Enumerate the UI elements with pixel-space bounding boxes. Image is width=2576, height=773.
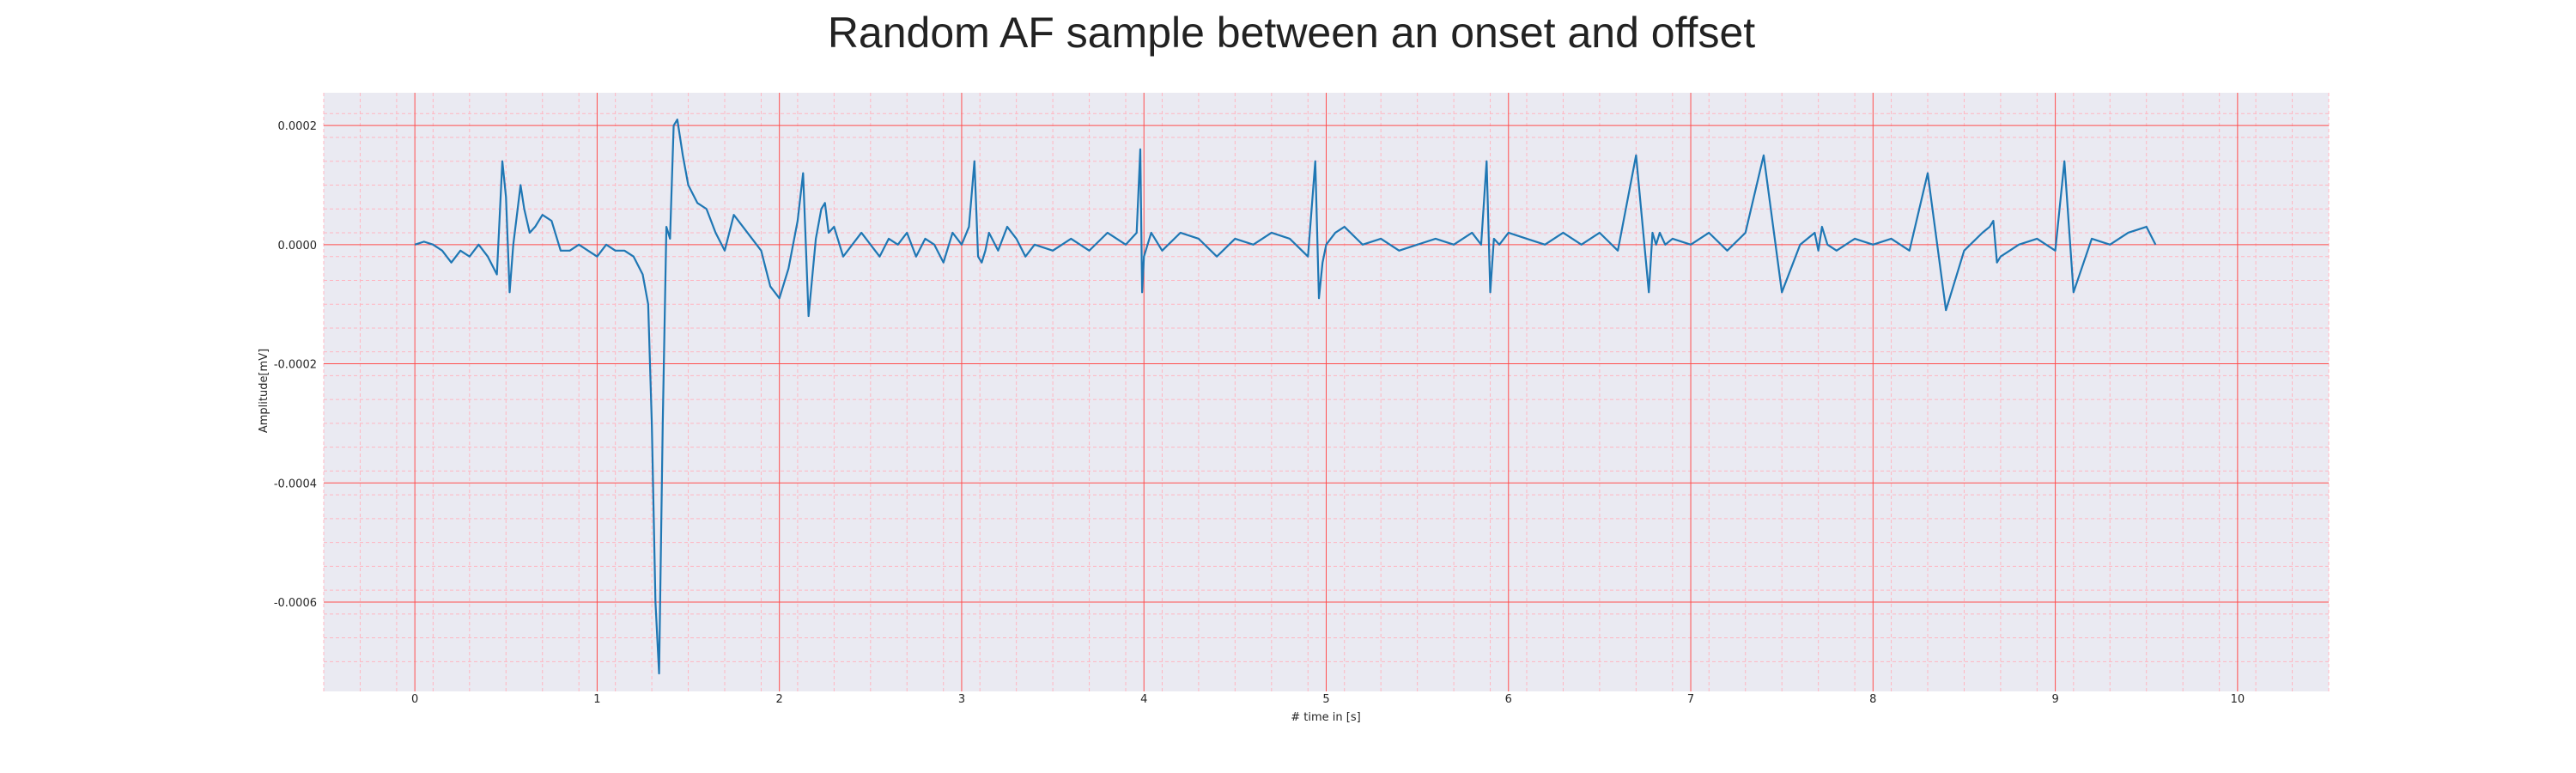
x-tick-label: 0	[411, 693, 418, 706]
y-axis-label: Amplitude[mV]	[258, 349, 270, 433]
x-tick-label: 3	[958, 693, 965, 706]
x-tick-label: 10	[2231, 693, 2245, 706]
y-tick-label: -0.0006	[274, 597, 317, 610]
chart-title: Random AF sample between an onset and of…	[828, 9, 1755, 57]
x-tick-labels: 0 1 2 3 4 5 6 7 8 9 10	[411, 693, 2245, 706]
x-tick-label: 7	[1687, 693, 1694, 706]
x-tick-label: 4	[1140, 693, 1147, 706]
y-tick-labels: 0.0002 0.0000 -0.0002 -0.0004 -0.0006	[274, 120, 317, 610]
x-tick-label: 1	[593, 693, 600, 706]
x-axis-label: # time in [s]	[1291, 711, 1360, 724]
x-tick-label: 8	[1869, 693, 1876, 706]
x-tick-label: 5	[1322, 693, 1329, 706]
x-tick-label: 2	[776, 693, 783, 706]
x-tick-label: 9	[2051, 693, 2058, 706]
x-tick-label: 6	[1505, 693, 1512, 706]
y-tick-label: -0.0002	[274, 359, 317, 372]
y-tick-label: 0.0000	[278, 240, 318, 253]
y-tick-label: 0.0002	[278, 120, 318, 133]
y-tick-label: -0.0004	[274, 478, 317, 490]
